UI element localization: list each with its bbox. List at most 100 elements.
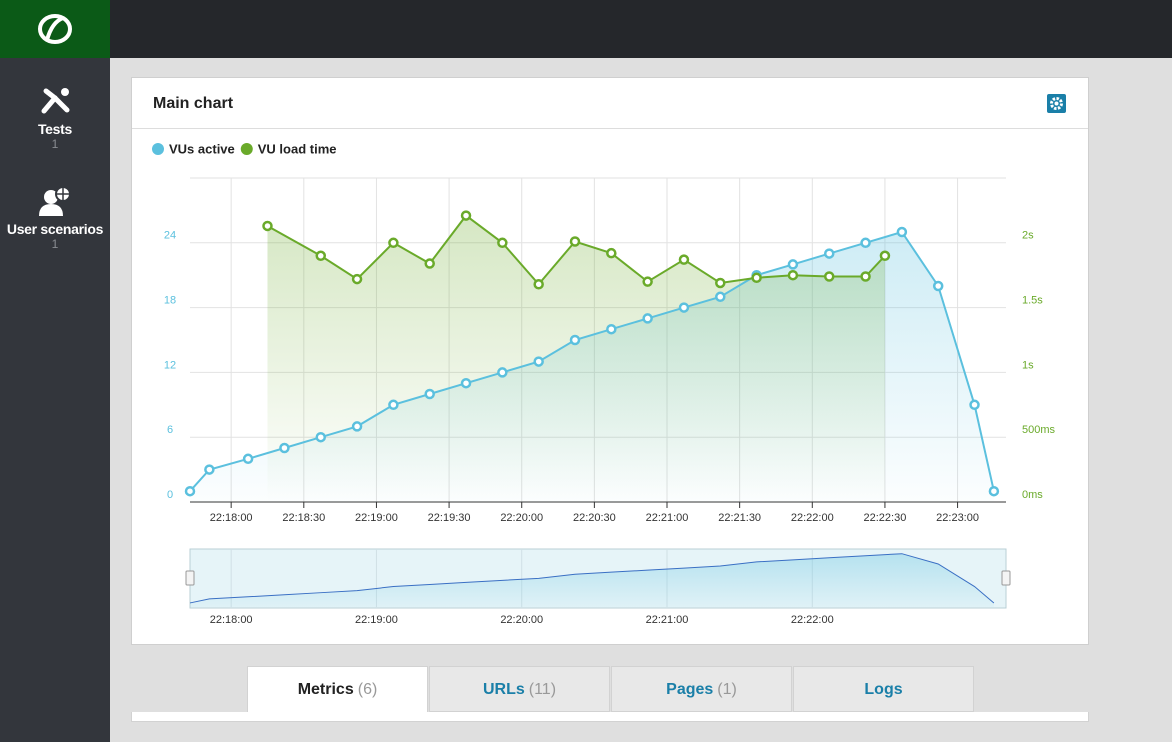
x-tick-label: 22:23:00 <box>936 512 979 524</box>
tab-label: Metrics <box>297 681 354 698</box>
point <box>460 210 472 221</box>
navigator-tick-label: 22:20:00 <box>500 614 543 626</box>
point <box>262 220 273 232</box>
sidebar-count: 1 <box>51 137 59 151</box>
series-line <box>266 214 886 286</box>
point <box>606 323 617 335</box>
x-tick-label: 22:22:30 <box>864 512 907 524</box>
point <box>932 280 944 292</box>
top-bar <box>0 0 1172 58</box>
y-tick-label: 6 <box>167 424 173 436</box>
point <box>879 250 891 262</box>
point <box>424 258 435 269</box>
point <box>860 237 871 249</box>
tab-label: Logs <box>864 681 903 698</box>
tab-count: (1) <box>717 681 737 698</box>
x-tick-label: 22:22:00 <box>791 512 834 524</box>
x-tick-label: 22:20:00 <box>500 512 543 524</box>
point <box>860 271 871 282</box>
tab-count: (6) <box>357 681 378 698</box>
point <box>606 247 617 259</box>
x-tick-label: 22:21:00 <box>646 512 689 524</box>
x-tick-label: 22:21:30 <box>718 512 761 524</box>
tab-label: Pages <box>666 681 714 698</box>
settings-button[interactable] <box>1047 94 1066 113</box>
point <box>351 273 363 285</box>
panel-header: Main chart <box>132 78 1088 129</box>
legend-label: VU load time <box>258 141 337 156</box>
tab[interactable]: Logs <box>793 666 974 712</box>
point <box>678 302 690 313</box>
tab[interactable]: Metrics (6) <box>247 666 428 712</box>
point <box>823 248 835 259</box>
point <box>497 367 508 378</box>
point <box>184 485 196 497</box>
tab-content <box>131 712 1089 722</box>
point <box>204 464 215 475</box>
y2-tick-label: 0ms <box>1022 489 1043 501</box>
point <box>533 356 544 367</box>
point <box>715 291 726 303</box>
sidebar: Tests 1 User scenarios 1 <box>0 58 110 742</box>
point <box>315 431 327 443</box>
navigator-tick-label: 22:18:00 <box>210 614 253 626</box>
x-tick-label: 22:19:30 <box>428 512 471 524</box>
point <box>988 485 1000 497</box>
navigator-tick-label: 22:21:00 <box>646 614 689 626</box>
legend-swatch <box>152 143 164 155</box>
navigator-tick-label: 22:19:00 <box>355 614 398 626</box>
y2-tick-label: 1.5s <box>1022 295 1043 307</box>
point <box>642 313 653 324</box>
point <box>715 277 726 289</box>
point <box>388 237 399 249</box>
point <box>896 226 908 238</box>
series-line <box>189 230 995 492</box>
sidebar-tests[interactable]: Tests 1 <box>0 86 110 151</box>
sidebar-label: User scenarios <box>6 221 104 237</box>
point <box>497 237 508 249</box>
navigator-handle[interactable] <box>1001 570 1011 586</box>
y-tick-label: 18 <box>164 295 176 307</box>
sidebar-user-scenarios[interactable]: User scenarios 1 <box>0 186 110 251</box>
x-tick-label: 22:20:30 <box>573 512 616 524</box>
y2-tick-label: 500ms <box>1022 424 1056 436</box>
navigator-line <box>189 553 995 604</box>
panel-title: Main chart <box>153 95 234 112</box>
point <box>969 399 980 411</box>
point <box>642 276 653 287</box>
x-tick-label: 22:19:00 <box>355 512 398 524</box>
tab[interactable]: Pages (1) <box>611 666 792 712</box>
point <box>569 334 581 346</box>
sidebar-count: 1 <box>51 237 59 251</box>
legend-label: VUs active <box>169 141 235 156</box>
tab[interactable]: URLs (11) <box>429 666 610 712</box>
y2-tick-label: 2s <box>1022 230 1034 242</box>
navigator-handle[interactable] <box>185 570 195 586</box>
navigator-tick-label: 22:22:00 <box>791 614 834 626</box>
point <box>533 279 544 290</box>
tab-label: URLs <box>482 681 525 698</box>
navigator-area <box>190 553 994 607</box>
point <box>823 271 835 282</box>
point <box>279 442 290 454</box>
logo[interactable] <box>0 0 110 58</box>
point <box>678 254 690 265</box>
point <box>787 259 799 270</box>
logo-icon <box>38 14 72 44</box>
point <box>751 272 762 284</box>
sidebar-label: Tests <box>37 121 73 137</box>
scenarios-icon <box>39 186 71 216</box>
point <box>242 453 254 465</box>
y-tick-label: 24 <box>164 230 176 242</box>
point <box>787 269 799 281</box>
point <box>569 236 581 247</box>
point <box>460 377 472 389</box>
point <box>388 399 399 411</box>
y-tick-label: 12 <box>164 359 176 371</box>
point <box>424 388 435 400</box>
x-tick-label: 22:18:00 <box>210 512 253 524</box>
x-tick-label: 22:18:30 <box>282 512 325 524</box>
legend-swatch <box>240 143 253 155</box>
point <box>315 250 327 262</box>
